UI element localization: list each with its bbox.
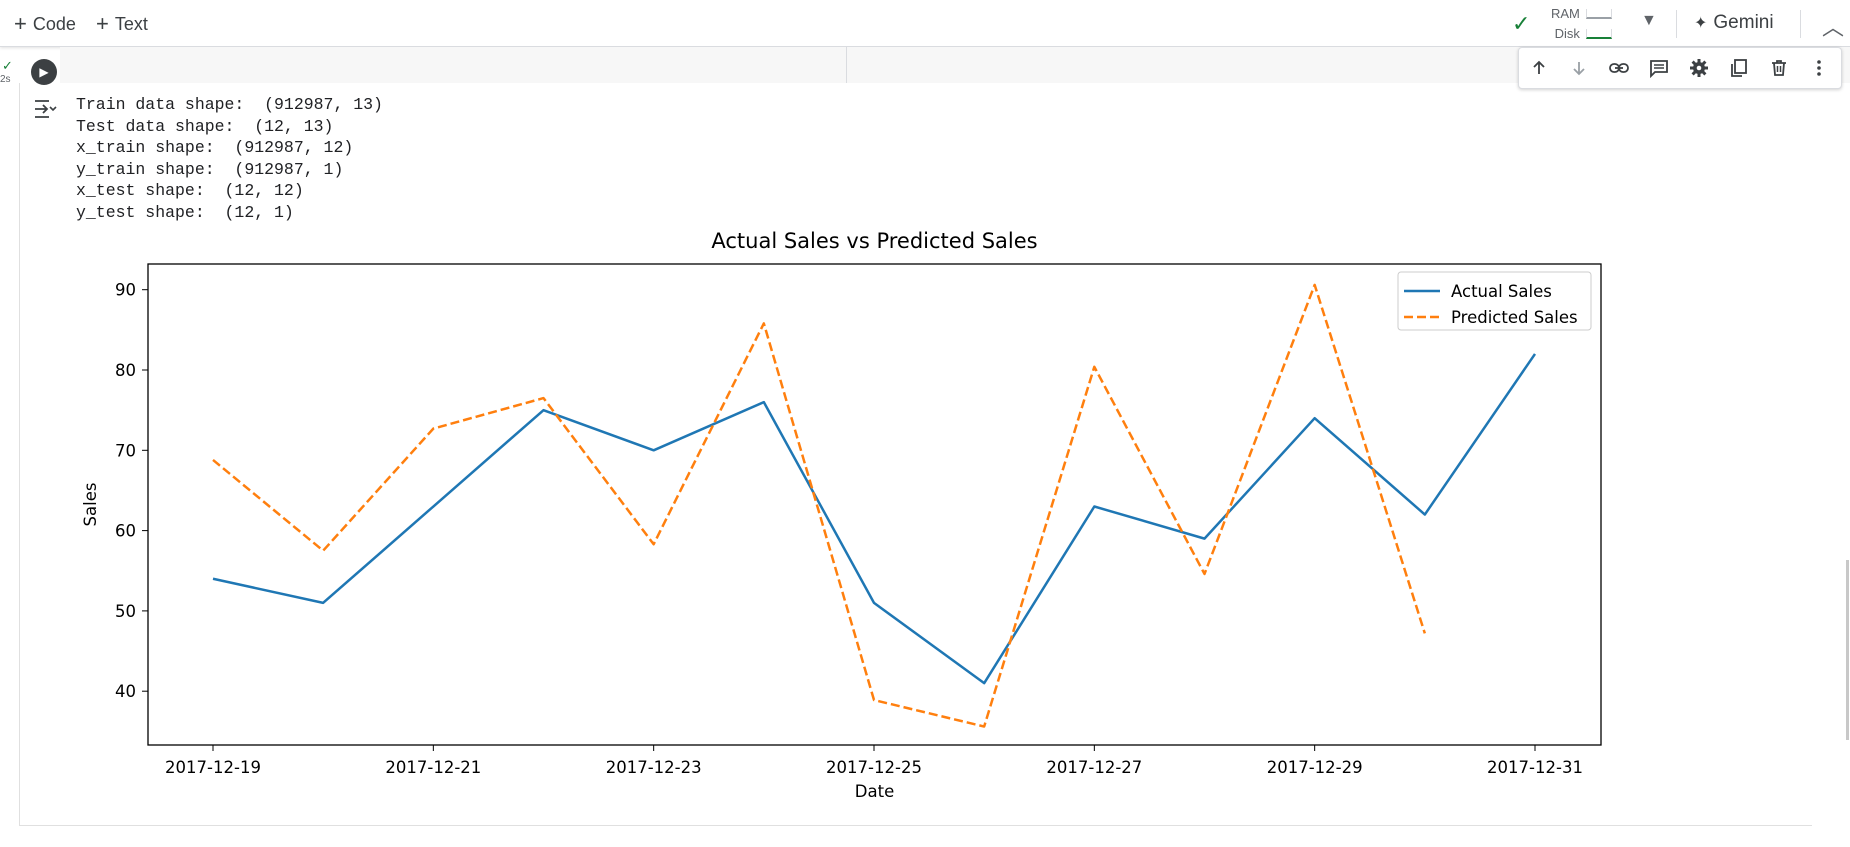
plot-frame <box>147 263 1602 746</box>
trash-icon[interactable] <box>1759 48 1799 88</box>
stdout-line: Train data shape: (912987, 13) <box>76 95 383 114</box>
arrow-up-icon[interactable] <box>1519 48 1559 88</box>
toolbar-divider <box>1800 10 1801 38</box>
legend-label: Actual Sales <box>1451 282 1552 301</box>
link-icon[interactable] <box>1599 48 1639 88</box>
y-tick-label: 80 <box>115 361 136 380</box>
chart-svg: Actual Sales vs Predicted Sales 40 50 60 70 8… <box>81 229 1602 801</box>
check-icon: ✓ <box>1512 11 1531 36</box>
y-tick-label: 90 <box>115 281 136 300</box>
exec-status-check-icon: ✓ <box>2 58 13 73</box>
ram-label: RAM <box>1551 6 1580 21</box>
code-editor-divider <box>846 47 847 83</box>
vertical-scrollbar[interactable] <box>1846 560 1849 740</box>
x-axis-label: Date <box>855 782 894 801</box>
actual-sales-line <box>212 353 1537 685</box>
disk-label: Disk <box>1554 26 1580 41</box>
y-tick-label: 60 <box>115 522 136 541</box>
caret-down-icon[interactable]: ▼ <box>1641 12 1657 29</box>
y-tick-label: 40 <box>115 682 136 701</box>
y-tick-label: 70 <box>115 441 136 460</box>
add-code-button[interactable]: + Code <box>14 11 76 36</box>
stdout-text: Train data shape: (912987, 13) Test data… <box>76 94 383 223</box>
add-text-button[interactable]: + Text <box>96 11 148 36</box>
more-vert-icon[interactable] <box>1799 48 1839 88</box>
cell-toolbar <box>1518 47 1842 89</box>
run-cell-button[interactable]: ▶ <box>31 59 57 85</box>
legend-box <box>1397 271 1592 331</box>
x-tick-label: 2017-12-19 <box>165 758 261 777</box>
y-tick-label: 50 <box>115 602 136 621</box>
plus-icon: + <box>14 11 27 36</box>
x-tick-label: 2017-12-31 <box>1487 758 1583 777</box>
play-icon: ▶ <box>39 65 49 79</box>
arrow-down-icon[interactable] <box>1559 48 1599 88</box>
resource-monitor[interactable]: RAM Disk <box>1551 4 1612 44</box>
predicted-sales-line <box>212 283 1427 728</box>
gear-icon[interactable] <box>1679 48 1719 88</box>
ram-meter <box>1585 9 1612 19</box>
add-code-label: Code <box>32 13 76 34</box>
disk-meter <box>1585 29 1612 39</box>
stdout-line: y_train shape: (912987, 1) <box>76 159 344 179</box>
mirror-cell-icon[interactable] <box>1719 48 1759 88</box>
gemini-button[interactable]: ✦ Gemini <box>1694 12 1774 34</box>
top-toolbar: + Code + Text ✓ RAM Disk ▼ ✦ Gemini ︿ <box>0 0 1850 47</box>
exec-time: 2s <box>0 74 11 85</box>
x-tick-label: 2017-12-25 <box>826 758 922 777</box>
toolbar-divider <box>1676 10 1677 38</box>
output-menu-icon[interactable] <box>32 96 58 122</box>
chart-title: Actual Sales vs Predicted Sales <box>711 229 1037 253</box>
add-text-label: Text <box>114 13 148 34</box>
x-tick-label: 2017-12-27 <box>1046 758 1142 777</box>
stdout-line: x_test shape: (12, 12) <box>76 181 304 200</box>
legend-label: Predicted Sales <box>1451 308 1578 327</box>
comment-icon[interactable] <box>1639 48 1679 88</box>
stdout-line: Test data shape: (12, 13) <box>76 116 334 136</box>
sales-chart: Actual Sales vs Predicted Sales 40 50 60 70 8… <box>60 225 1620 815</box>
stdout-line: x_train shape: (912987, 12) <box>76 138 354 157</box>
x-tick-label: 2017-12-21 <box>385 758 481 777</box>
sparkle-icon: ✦ <box>1694 15 1708 32</box>
stdout-line: y_test shape: (12, 1) <box>76 202 294 222</box>
chevron-up-icon[interactable]: ︿ <box>1822 15 1845 40</box>
cell-output <box>19 83 1812 826</box>
y-axis-label: Sales <box>81 483 100 527</box>
x-tick-label: 2017-12-29 <box>1267 758 1363 777</box>
x-tick-label: 2017-12-23 <box>606 758 702 777</box>
gemini-label: Gemini <box>1713 12 1774 33</box>
plus-icon: + <box>96 11 109 36</box>
